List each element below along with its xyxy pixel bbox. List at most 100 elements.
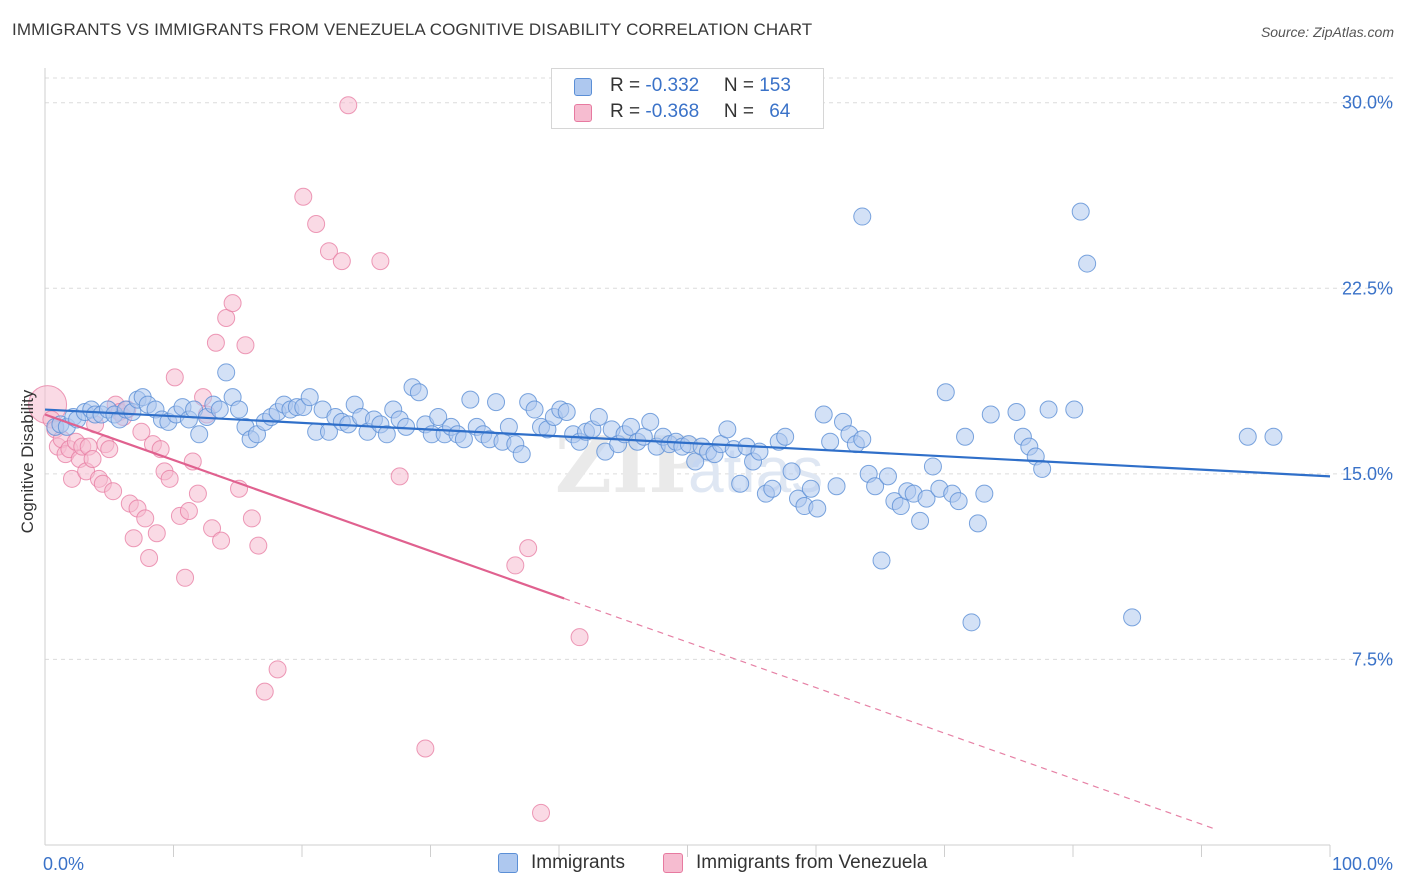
point-venezuela xyxy=(416,739,435,758)
point-immigrants xyxy=(409,383,428,402)
point-immigrants xyxy=(1071,202,1090,221)
grid-lines xyxy=(45,77,1393,660)
point-immigrants xyxy=(1007,403,1026,422)
point-venezuela xyxy=(203,519,222,538)
y-tick-label: 22.5% xyxy=(1342,278,1393,298)
point-immigrants xyxy=(801,479,820,498)
point-venezuela xyxy=(570,628,589,647)
point-immigrants xyxy=(814,405,833,424)
point-venezuela xyxy=(160,469,179,488)
point-immigrants xyxy=(866,477,885,496)
point-immigrants xyxy=(1078,254,1097,273)
point-immigrants xyxy=(981,405,1000,424)
point-immigrants xyxy=(190,425,209,444)
point-venezuela xyxy=(212,531,231,550)
point-immigrants xyxy=(557,403,576,422)
point-immigrants xyxy=(936,383,955,402)
chart-title: IMMIGRANTS VS IMMIGRANTS FROM VENEZUELA … xyxy=(12,20,813,39)
point-venezuela xyxy=(188,484,207,503)
point-immigrants xyxy=(230,400,249,419)
legend-n-value-venezuela: 64 xyxy=(769,101,791,122)
bottom-legend-swatch-venezuela xyxy=(663,853,683,873)
point-venezuela xyxy=(217,308,236,327)
y-tick-label: 30.0% xyxy=(1342,93,1393,113)
point-immigrants xyxy=(949,492,968,511)
series-venezuela-points xyxy=(28,96,589,822)
bottom-legend-label-immigrants: Immigrants xyxy=(531,852,625,873)
point-venezuela xyxy=(242,509,261,528)
point-immigrants xyxy=(1033,459,1052,478)
point-venezuela xyxy=(147,524,166,543)
legend-r-label: R = xyxy=(610,75,646,96)
point-immigrants xyxy=(962,613,981,632)
point-immigrants xyxy=(808,499,827,518)
point-immigrants xyxy=(1123,608,1142,627)
point-venezuela xyxy=(506,556,525,575)
legend-n-label: N = xyxy=(723,75,760,96)
point-venezuela xyxy=(236,336,255,355)
point-immigrants xyxy=(454,430,473,449)
point-immigrants xyxy=(641,412,660,431)
axes xyxy=(44,68,1331,857)
point-venezuela xyxy=(294,187,313,206)
correlation-legend: R = -0.332 N = 153 R = -0.368 N = 64 xyxy=(551,68,824,129)
point-venezuela xyxy=(223,294,242,313)
legend-n-label: N = xyxy=(723,101,760,122)
point-immigrants xyxy=(1039,400,1058,419)
point-immigrants xyxy=(217,363,236,382)
point-immigrants xyxy=(827,477,846,496)
bottom-legend-label-venezuela: Immigrants from Venezuela xyxy=(696,852,928,873)
point-immigrants xyxy=(589,407,608,426)
point-immigrants xyxy=(1065,400,1084,419)
point-immigrants xyxy=(853,430,872,449)
point-immigrants xyxy=(525,400,544,419)
point-venezuela xyxy=(62,469,81,488)
point-immigrants xyxy=(891,497,910,516)
trend-line-venezuela xyxy=(44,413,565,600)
legend-swatch-immigrants xyxy=(574,78,592,96)
y-tick-label: 7.5% xyxy=(1352,649,1393,669)
point-immigrants xyxy=(923,457,942,476)
point-venezuela xyxy=(124,529,143,548)
point-immigrants xyxy=(878,467,897,486)
point-venezuela xyxy=(136,509,155,528)
point-venezuela xyxy=(100,440,119,459)
point-venezuela xyxy=(255,682,274,701)
point-venezuela xyxy=(179,501,198,520)
point-venezuela xyxy=(132,422,151,441)
point-venezuela xyxy=(268,660,287,679)
point-venezuela xyxy=(249,536,268,555)
source-label: Source: ZipAtlas.com xyxy=(1260,24,1394,40)
point-venezuela xyxy=(390,467,409,486)
point-immigrants xyxy=(718,420,737,439)
point-immigrants xyxy=(911,511,930,530)
point-immigrants xyxy=(975,484,994,503)
point-immigrants xyxy=(429,407,448,426)
point-venezuela xyxy=(319,242,338,261)
point-venezuela xyxy=(104,482,123,501)
x-tick-label-max: 100.0% xyxy=(1332,854,1393,874)
x-tick-label-min: 0.0% xyxy=(43,854,84,874)
point-immigrants xyxy=(853,207,872,226)
series-immigrants-points xyxy=(46,202,1283,632)
point-immigrants xyxy=(821,432,840,451)
point-immigrants xyxy=(917,489,936,508)
y-axis-title: Cognitive Disability xyxy=(18,389,37,533)
y-tick-label: 15.0% xyxy=(1342,464,1393,484)
point-venezuela xyxy=(206,333,225,352)
point-immigrants xyxy=(621,417,640,436)
legend-r-value-venezuela: -0.368 xyxy=(645,101,700,122)
bottom-legend-swatch-immigrants xyxy=(498,853,518,873)
point-immigrants xyxy=(776,427,795,446)
point-immigrants xyxy=(956,427,975,446)
point-immigrants xyxy=(487,393,506,412)
trend-lines xyxy=(44,408,1331,830)
point-venezuela xyxy=(519,539,538,558)
legend-r-label: R = xyxy=(610,101,646,122)
tick-labels: 7.5% 15.0% 22.5% 30.0% 0.0% 100.0% Cognitive D… xyxy=(18,93,1393,874)
point-immigrants xyxy=(968,514,987,533)
legend-r-value-immigrants: -0.332 xyxy=(645,75,700,96)
point-venezuela xyxy=(332,252,351,271)
point-immigrants xyxy=(300,388,319,407)
